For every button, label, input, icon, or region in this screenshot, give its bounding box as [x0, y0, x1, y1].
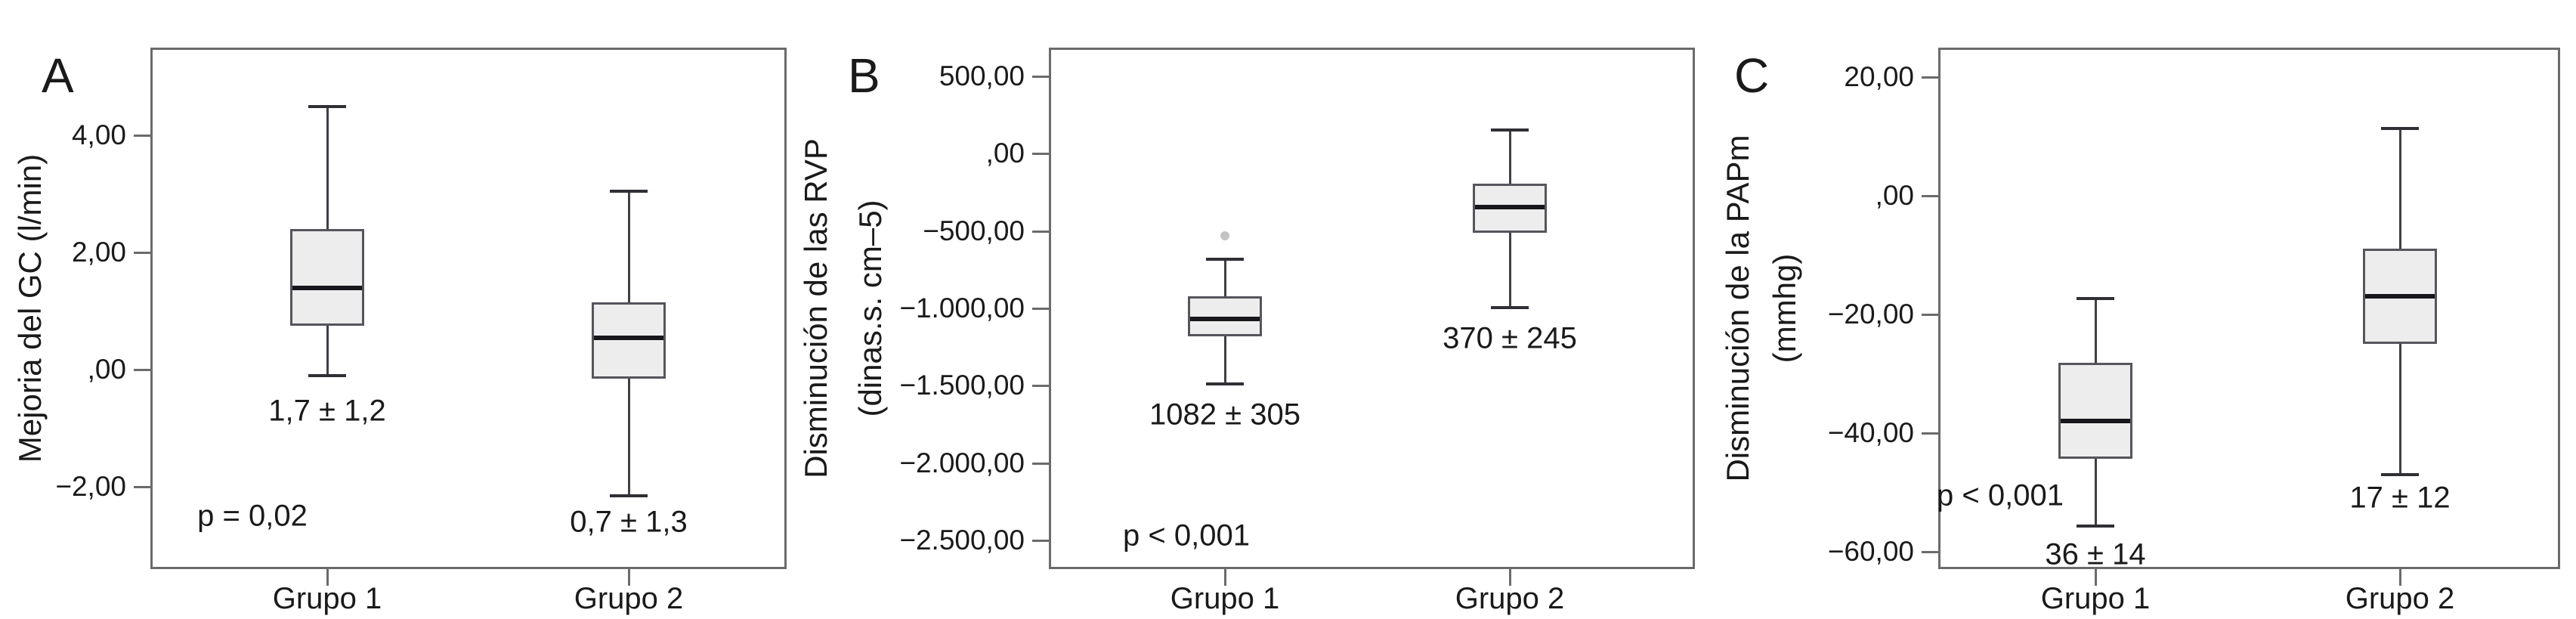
category-label-grupo-1: Grupo 1	[272, 582, 382, 615]
p-value-annotation-a: p = 0,02	[197, 499, 308, 533]
x-tick-mark-c	[2095, 569, 2097, 586]
mean-sd-annotation-a-2: 0,7 ± 1,3	[570, 505, 688, 539]
y-tick-label-c: −60,00	[1827, 536, 1914, 567]
x-tick-mark-c	[2399, 569, 2401, 586]
y-tick-label-a: 4,00	[71, 119, 126, 150]
boxplot-c-grupo-1-whisker-cap-bottom	[2077, 525, 2114, 528]
boxplot-a-grupo-1-whisker-cap-top	[308, 105, 346, 108]
y-tick-label-b: ,00	[985, 138, 1025, 169]
y-tick-label-b: −2.500,00	[899, 525, 1025, 556]
y-tick-mark-b	[1032, 540, 1049, 542]
panel-letter-b: B	[848, 48, 880, 103]
boxplot-a-grupo-1-median-line	[292, 286, 362, 290]
boxplot-c-grupo-2-median-line	[2365, 294, 2435, 299]
y-tick-label-b: −500,00	[923, 215, 1025, 246]
boxplot-b-grupo-1-outlier-point	[1220, 231, 1229, 240]
mean-sd-annotation-c-1: 36 ± 14	[2045, 537, 2146, 571]
boxplot-a-grupo-2-iqr-box	[592, 302, 666, 379]
p-value-annotation-c: p < 0,001	[1937, 478, 2064, 512]
x-tick-mark-a	[326, 569, 329, 586]
boxplot-b-grupo-1-whisker-cap-top	[1206, 258, 1244, 261]
boxplot-c-grupo-1-median-line	[2061, 419, 2130, 423]
boxplot-b-grupo-1-median-line	[1190, 317, 1260, 321]
boxplot-a-grupo-2-median-line	[594, 336, 663, 340]
category-label-grupo-1: Grupo 1	[1170, 582, 1280, 615]
y-tick-label-b: −1.500,00	[899, 370, 1025, 401]
boxplot-a-grupo-2-whisker-cap-bottom	[610, 494, 648, 497]
boxplot-c-grupo-2-whisker-cap-top	[2381, 127, 2419, 130]
category-label-grupo-1: Grupo 1	[2040, 582, 2151, 615]
x-tick-mark-a	[628, 569, 630, 586]
plot-frame-b	[1049, 48, 1695, 569]
category-label-grupo-2: Grupo 2	[574, 582, 684, 615]
x-tick-mark-b	[1509, 569, 1511, 586]
mean-sd-annotation-c-2: 17 ± 12	[2349, 481, 2451, 515]
y-tick-label-b: 500,00	[939, 60, 1025, 91]
boxplot-a-grupo-2-whisker-cap-top	[610, 190, 648, 193]
y-tick-label-b: −2.000,00	[899, 447, 1025, 478]
category-label-grupo-2: Grupo 2	[1455, 582, 1565, 615]
y-tick-mark-b	[1032, 231, 1049, 233]
y-tick-mark-c	[1922, 432, 1938, 435]
boxplot-b-grupo-1-iqr-box	[1188, 296, 1262, 336]
plot-frame-c	[1938, 48, 2560, 569]
boxplot-c-grupo-1-iqr-box	[2058, 363, 2132, 459]
panel-letter-a: A	[42, 48, 74, 103]
y-tick-mark-a	[134, 135, 150, 137]
mean-sd-annotation-a-1: 1,7 ± 1,2	[268, 394, 386, 428]
boxplot-c-grupo-1-whisker-cap-top	[2077, 297, 2114, 300]
y-tick-mark-b	[1032, 76, 1049, 78]
boxplot-c-grupo-2-whisker-cap-bottom	[2381, 473, 2419, 476]
boxplot-b-grupo-2-whisker-cap-top	[1491, 128, 1529, 132]
y-tick-label-a: 2,00	[71, 237, 126, 268]
y-tick-label-c: −40,00	[1827, 417, 1914, 448]
y-tick-mark-a	[134, 252, 150, 254]
boxplot-b-grupo-2-median-line	[1475, 205, 1545, 209]
y-tick-label-c: −20,00	[1827, 299, 1914, 330]
y-tick-label-b: −1.000,00	[899, 292, 1025, 323]
x-tick-mark-b	[1224, 569, 1226, 586]
plot-frame-a	[150, 48, 787, 569]
boxplot-b-grupo-2-whisker-cap-bottom	[1491, 306, 1529, 309]
mean-sd-annotation-b-1: 1082 ± 305	[1149, 398, 1300, 432]
y-tick-label-a: ,00	[87, 354, 126, 385]
y-tick-label-a: −2,00	[55, 471, 126, 502]
boxplot-a-grupo-1-iqr-box	[290, 229, 364, 326]
boxplot-a-grupo-1-whisker-cap-bottom	[308, 374, 346, 377]
y-tick-label-c: 20,00	[1844, 61, 1914, 92]
y-tick-mark-b	[1032, 308, 1049, 310]
boxplot-b-grupo-1-whisker-cap-bottom	[1206, 382, 1244, 385]
y-tick-mark-a	[134, 486, 150, 488]
y-tick-mark-a	[134, 369, 150, 371]
y-tick-mark-c	[1922, 551, 1938, 553]
y-axis-label-a-line-1: Mejoria del GC (l/min)	[12, 153, 48, 463]
mean-sd-annotation-b-2: 370 ± 245	[1443, 321, 1577, 355]
y-tick-label-c: ,00	[1875, 180, 1914, 211]
category-label-grupo-2: Grupo 2	[2345, 582, 2455, 615]
y-tick-mark-c	[1922, 76, 1938, 79]
y-tick-mark-c	[1922, 195, 1938, 197]
panel-letter-c: C	[1734, 48, 1770, 103]
y-tick-mark-b	[1032, 463, 1049, 465]
y-tick-mark-b	[1032, 153, 1049, 155]
p-value-annotation-b: p < 0,001	[1123, 518, 1250, 552]
y-tick-mark-c	[1922, 314, 1938, 316]
y-tick-mark-b	[1032, 385, 1049, 387]
